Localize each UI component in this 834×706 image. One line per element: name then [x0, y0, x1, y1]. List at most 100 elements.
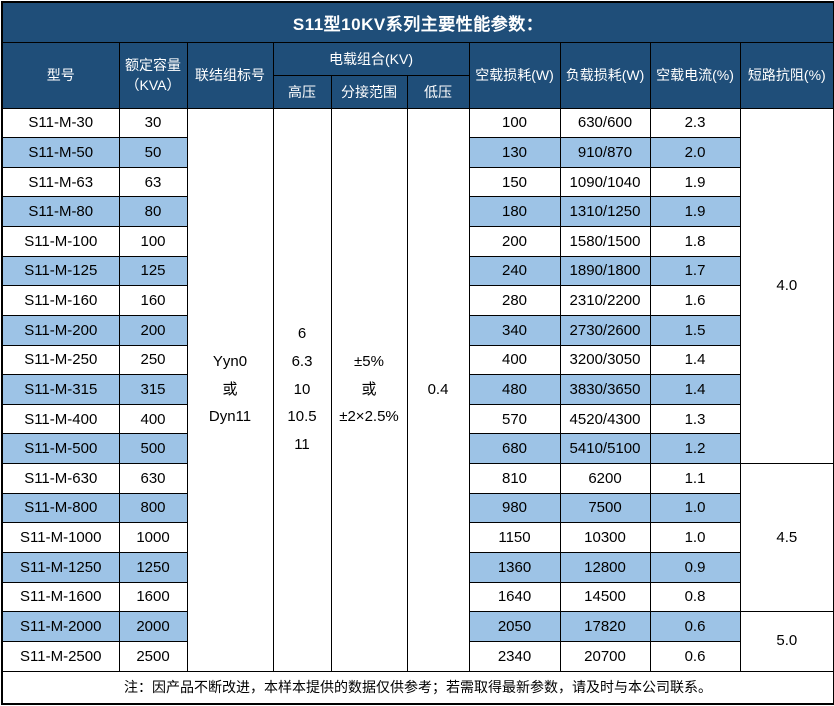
high-voltage-cell: 6 6.3 10 10.5 11	[272, 107, 332, 672]
no-load-loss-cell: 1150	[468, 522, 561, 553]
table-row: S11-M-63 63 150 1090/1040 1.9	[1, 166, 834, 198]
no-load-loss-cell: 340	[468, 314, 561, 346]
table-row: S11-M-2500 2500 2340 20700 0.6	[1, 640, 834, 672]
capacity-cell: 200	[118, 314, 188, 346]
capacity-cell: 1250	[118, 551, 188, 583]
table-row: S11-M-80 80 180 1310/1250 1.9	[1, 196, 834, 227]
impedance-cell: 4.0	[739, 107, 834, 464]
no-load-loss-cell: 400	[468, 344, 561, 376]
model-cell: S11-M-100	[1, 226, 120, 257]
load-loss-cell: 1890/1800	[559, 255, 651, 287]
table-row: S11-M-160 160 280 2310/2200 1.6	[1, 285, 834, 316]
no-load-current-cell: 2.3	[649, 107, 741, 139]
no-load-current-cell: 1.5	[649, 314, 741, 346]
header-no-load-current: 空载电流(%)	[649, 41, 741, 109]
no-load-current-cell: 1.1	[649, 463, 741, 494]
spec-table-body: S11-M-30 30 Yyn0 或 Dyn11 6 6.3 10 10.5 11 ±5…	[1, 107, 834, 672]
table-row: S11-M-315 315 480 3830/3650 1.4	[1, 374, 834, 405]
capacity-cell: 63	[118, 166, 188, 198]
header-impedance: 短路抗阻(%)	[739, 41, 834, 109]
load-loss-cell: 20700	[559, 640, 651, 672]
header-load-combo: 电载组合(KV)	[272, 41, 470, 76]
header-load-loss: 负载损耗(W)	[559, 41, 651, 109]
page-title: S11型10KV系列主要性能参数：	[1, 1, 834, 43]
no-load-current-cell: 0.8	[649, 581, 741, 613]
no-load-current-cell: 0.6	[649, 640, 741, 672]
model-cell: S11-M-630	[1, 463, 120, 494]
load-loss-cell: 1090/1040	[559, 166, 651, 198]
no-load-loss-cell: 1360	[468, 551, 561, 583]
header-row-1: 型号 额定容量 （KVA） 联结组标号 电载组合(KV) 空载损耗(W) 负载损…	[1, 41, 834, 109]
load-loss-cell: 10300	[559, 522, 651, 553]
model-cell: S11-M-2000	[1, 611, 120, 642]
load-loss-cell: 2730/2600	[559, 314, 651, 346]
impedance-cell: 4.5	[739, 462, 834, 613]
load-loss-cell: 7500	[559, 492, 651, 524]
no-load-current-cell: 1.9	[649, 196, 741, 227]
capacity-cell: 315	[118, 374, 188, 405]
model-cell: S11-M-1250	[1, 551, 120, 583]
footer-note: 注：因产品不断改进，本样本提供的数据仅供参考；若需取得最新参数，请及时与本公司联…	[1, 670, 834, 705]
model-cell: S11-M-63	[1, 166, 120, 198]
model-cell: S11-M-200	[1, 314, 120, 346]
no-load-loss-cell: 1640	[468, 581, 561, 613]
no-load-current-cell: 1.4	[649, 344, 741, 376]
load-loss-cell: 12800	[559, 551, 651, 583]
table-row: S11-M-200 200 340 2730/2600 1.5	[1, 314, 834, 346]
table-row: S11-M-800 800 980 7500 1.0	[1, 492, 834, 524]
table-row: S11-M-100 100 200 1580/1500 1.8	[1, 226, 834, 257]
table-row: S11-M-30 30 Yyn0 或 Dyn11 6 6.3 10 10.5 11 ±5…	[1, 107, 834, 672]
load-loss-cell: 14500	[559, 581, 651, 613]
model-cell: S11-M-80	[1, 196, 120, 227]
header-no-load-loss: 空载损耗(W)	[468, 41, 561, 109]
table-row: S11-M-400 400 570 4520/4300 1.3	[1, 403, 834, 435]
load-loss-cell: 6200	[559, 463, 651, 494]
no-load-loss-cell: 980	[468, 492, 561, 524]
header-connection: 联结组标号	[186, 41, 274, 109]
load-loss-cell: 3200/3050	[559, 344, 651, 376]
header-tap-range: 分接范围	[330, 74, 408, 109]
model-cell: S11-M-400	[1, 403, 120, 435]
no-load-current-cell: 1.0	[649, 522, 741, 553]
capacity-cell: 250	[118, 344, 188, 376]
footer-row: 注：因产品不断改进，本样本提供的数据仅供参考；若需取得最新参数，请及时与本公司联…	[1, 670, 834, 705]
capacity-cell: 500	[118, 433, 188, 464]
capacity-cell: 125	[118, 255, 188, 287]
model-cell: S11-M-160	[1, 285, 120, 316]
no-load-loss-cell: 2050	[468, 611, 561, 642]
table-row: S11-M-630 630 810 6200 1.1 4.5	[1, 462, 834, 613]
model-cell: S11-M-500	[1, 433, 120, 464]
table-row: S11-M-500 500 680 5410/5100 1.2	[1, 433, 834, 464]
capacity-cell: 400	[118, 403, 188, 435]
model-cell: S11-M-30	[1, 107, 120, 139]
capacity-cell: 2000	[118, 611, 188, 642]
no-load-loss-cell: 130	[468, 137, 561, 168]
capacity-cell: 630	[118, 463, 188, 494]
no-load-loss-cell: 280	[468, 285, 561, 316]
low-voltage-cell: 0.4	[406, 107, 470, 672]
model-cell: S11-M-2500	[1, 640, 120, 672]
model-cell: S11-M-800	[1, 492, 120, 524]
no-load-current-cell: 1.4	[649, 374, 741, 405]
load-loss-cell: 4520/4300	[559, 403, 651, 435]
header-capacity: 额定容量 （KVA）	[118, 41, 188, 109]
no-load-current-cell: 0.9	[649, 551, 741, 583]
no-load-current-cell: 1.9	[649, 166, 741, 198]
table-row: S11-M-1600 1600 1640 14500 0.8	[1, 581, 834, 613]
table-row: S11-M-1250 1250 1360 12800 0.9	[1, 551, 834, 583]
no-load-loss-cell: 480	[468, 374, 561, 405]
capacity-cell: 2500	[118, 640, 188, 672]
model-cell: S11-M-50	[1, 137, 120, 168]
model-cell: S11-M-250	[1, 344, 120, 376]
no-load-loss-cell: 150	[468, 166, 561, 198]
no-load-current-cell: 2.0	[649, 137, 741, 168]
load-loss-cell: 910/870	[559, 137, 651, 168]
title-row: S11型10KV系列主要性能参数：	[1, 1, 834, 43]
capacity-cell: 1600	[118, 581, 188, 613]
load-loss-cell: 5410/5100	[559, 433, 651, 464]
capacity-cell: 30	[118, 107, 188, 139]
no-load-loss-cell: 100	[468, 107, 561, 139]
no-load-loss-cell: 180	[468, 196, 561, 227]
